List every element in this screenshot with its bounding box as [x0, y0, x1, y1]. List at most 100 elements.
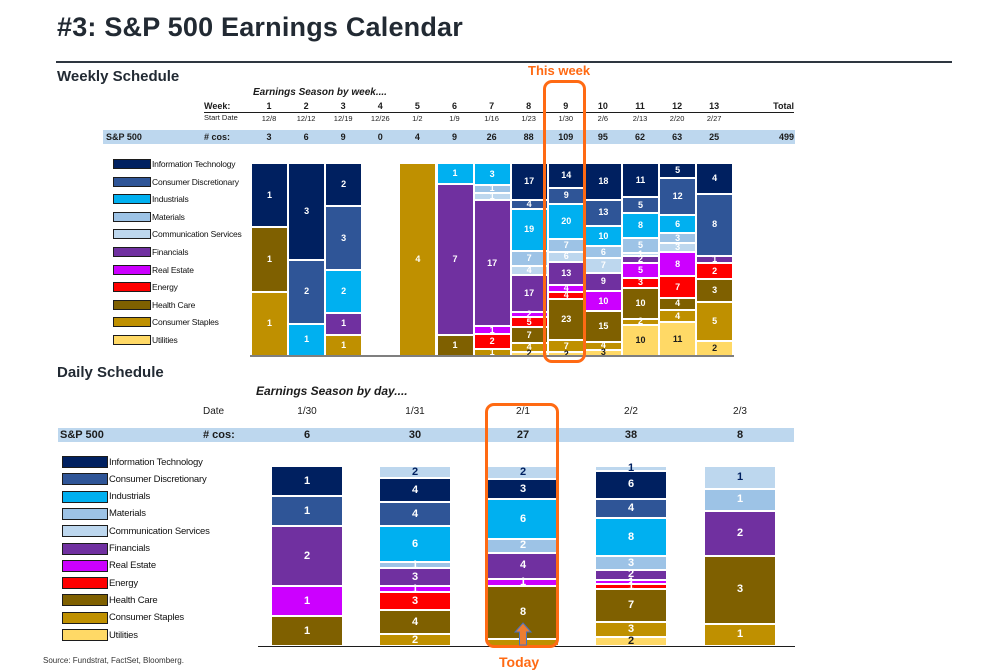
- segment-value-label: 15: [598, 321, 609, 332]
- day-date: 2/2: [624, 406, 638, 417]
- daily-subtitle: Earnings Season by day....: [256, 384, 408, 398]
- weekly-bar-segment-it: 4: [696, 163, 734, 194]
- today-label: Today: [499, 654, 540, 670]
- segment-value-label: 14: [561, 169, 572, 180]
- daily-bar-segment-re: 1: [379, 583, 451, 594]
- segment-value-label: 5: [675, 165, 681, 176]
- segment-value-label: 7: [563, 340, 569, 351]
- segment-value-label: 1: [489, 324, 495, 335]
- weekly-count-band: [103, 130, 795, 144]
- weekly-bar-segment-mat: 3: [659, 233, 697, 243]
- daily-bar-segment-fin: 3: [379, 568, 451, 586]
- weekly-bar-segment-it: 17: [510, 163, 548, 201]
- legend-label: Utilities: [152, 335, 178, 345]
- weekly-bar-segment-hc: 7: [510, 327, 548, 343]
- segment-value-label: 3: [519, 482, 527, 495]
- legend-swatch: [113, 211, 151, 222]
- weekly-legend-item-cd: Consumer Discretionary: [113, 176, 239, 187]
- legend-swatch: [113, 317, 151, 328]
- segment-value-label: 8: [519, 606, 527, 619]
- daily-bar-segment-hc: 1: [271, 616, 343, 646]
- week-number: 1: [266, 101, 272, 111]
- segment-value-label: 2: [519, 539, 527, 552]
- segment-value-label: 4: [411, 507, 419, 520]
- segment-value-label: 1: [303, 474, 311, 487]
- week-start-date: 12/19: [333, 114, 353, 123]
- weekly-bar-segment-fin: 9: [584, 272, 622, 291]
- daily-bar-segment-ind: 8: [595, 518, 667, 556]
- legend-label: Materials: [152, 211, 185, 222]
- day-count: 38: [624, 429, 638, 441]
- week-number: 10: [597, 101, 608, 111]
- week-start-date: 2/6: [597, 114, 609, 123]
- daily-cos-label: # cos:: [203, 429, 235, 441]
- weekly-bar-segment-mat: 7: [510, 250, 548, 267]
- weekly-legend-item-fin: Financials: [113, 247, 188, 257]
- today-arrow-icon: [514, 622, 532, 646]
- segment-value-label: 9: [563, 190, 569, 201]
- weekly-bar-segment-ind: 19: [510, 209, 548, 251]
- legend-swatch: [62, 542, 108, 555]
- legend-swatch: [113, 299, 151, 310]
- segment-value-label: 4: [712, 172, 718, 183]
- weekly-bar-segment-fin: 1: [325, 313, 363, 335]
- title-divider: [56, 61, 952, 63]
- segment-value-label: 2: [526, 308, 532, 319]
- weekly-legend-item-cs: Consumer Staples: [113, 317, 219, 328]
- segment-value-label: 4: [526, 264, 532, 275]
- week-number: 11: [635, 101, 645, 111]
- weekly-bar-segment-hc: 1: [436, 334, 474, 356]
- legend-label: Information Technology: [152, 159, 236, 169]
- segment-value-label: 4: [675, 298, 681, 309]
- weekly-bar-segment-util: 2: [696, 340, 734, 356]
- weekly-bar-segment-ind: 20: [547, 203, 585, 240]
- week-start-date: 2/20: [669, 114, 685, 123]
- daily-bar-segment-en: 3: [379, 592, 451, 610]
- daily-bar-segment-ind: 6: [487, 499, 559, 540]
- weekly-bar-segment-mat: 5: [622, 237, 659, 254]
- daily-bar-segment-fin: 2: [271, 526, 343, 586]
- week-count: 95: [597, 132, 608, 142]
- legend-swatch: [113, 247, 151, 257]
- week-count: 88: [523, 132, 534, 142]
- week-number: 3: [340, 101, 346, 111]
- this-week-highlight-box: [543, 80, 586, 363]
- segment-value-label: 1: [627, 580, 635, 593]
- segment-value-label: 2: [519, 466, 527, 479]
- week-count: 9: [451, 132, 457, 142]
- weekly-bar-segment-fin: 17: [473, 200, 511, 327]
- daily-bar-segment-ind: 6: [379, 526, 451, 562]
- segment-value-label: 20: [561, 215, 572, 226]
- week-number: 7: [489, 101, 495, 111]
- weekly-bar-segment-cs: 4: [510, 342, 548, 352]
- weekly-x-axis: [250, 355, 734, 357]
- segment-value-label: 2: [304, 286, 310, 297]
- weekly-header-rule: [204, 112, 794, 113]
- segment-value-label: 7: [452, 253, 458, 264]
- daily-bar-segment-cd: 4: [595, 499, 667, 519]
- week-count: 62: [634, 132, 645, 142]
- legend-label: Real Estate: [109, 560, 156, 572]
- daily-row-label: S&P 500: [60, 429, 104, 441]
- weekly-bar-segment-cd: 9: [547, 187, 585, 204]
- weekly-bar-segment-en: 5: [510, 316, 548, 328]
- segment-value-label: 6: [675, 218, 681, 229]
- segment-value-label: 1: [411, 558, 419, 571]
- segment-value-label: 10: [598, 295, 609, 306]
- segment-value-label: 19: [524, 224, 535, 235]
- segment-value-label: 17: [524, 176, 535, 187]
- weekly-bar-segment-re: 10: [584, 290, 622, 312]
- legend-swatch: [113, 264, 151, 275]
- segment-value-label: 3: [627, 622, 635, 635]
- weekly-bar-segment-it: 1: [251, 163, 288, 228]
- week-start-date: 2/27: [706, 114, 722, 123]
- daily-bar-segment-it: 6: [595, 470, 667, 500]
- day-date: 2/3: [733, 406, 747, 417]
- segment-value-label: 17: [524, 287, 535, 298]
- segment-value-label: 2: [411, 465, 419, 478]
- segment-value-label: 1: [303, 504, 311, 517]
- legend-label: Industrials: [152, 194, 189, 205]
- legend-label: Consumer Staples: [152, 317, 219, 328]
- daily-bar-segment-en: 1: [595, 580, 667, 593]
- weekly-row-label: S&P 500: [106, 132, 142, 142]
